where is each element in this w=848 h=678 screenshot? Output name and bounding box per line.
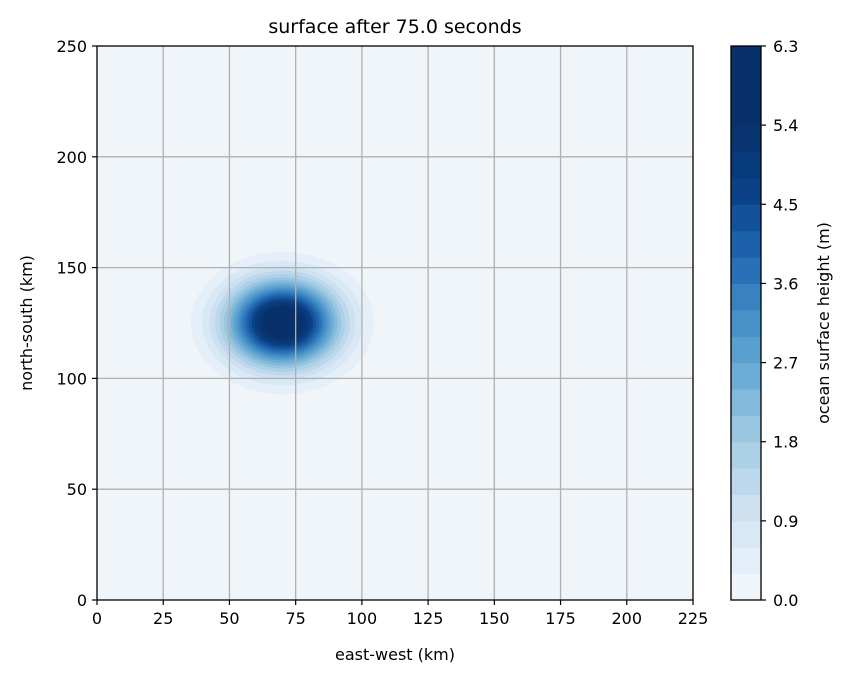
colorbar-band-10	[731, 309, 761, 337]
x-tick-label: 200	[612, 609, 643, 628]
y-axis-label: north-south (km)	[17, 255, 36, 391]
colorbar-band-16	[731, 151, 761, 179]
contour-fill-group	[190, 251, 374, 395]
colorbar-frame	[730, 45, 762, 601]
plot-background	[97, 46, 693, 600]
x-tick-label: 25	[153, 609, 173, 628]
x-tick-label: 225	[678, 609, 709, 628]
x-axis-ticks: 0 25 50 75 100 125 150 175 200 225	[92, 600, 708, 628]
colorbar-band-18	[731, 98, 761, 126]
colorbar-band-11	[731, 283, 761, 311]
colorbar-band-13	[731, 230, 761, 258]
contour-level-20	[270, 314, 295, 332]
y-tick-label: 50	[67, 480, 87, 499]
colorbar-band-20	[731, 46, 761, 73]
colorbar-band-1	[731, 547, 761, 575]
colorbar-band-6	[731, 415, 761, 443]
colorbar-tick-label: 5.4	[773, 116, 798, 135]
colorbar-band-14	[731, 204, 761, 232]
y-axis-ticks: 0 50 100 150 200 250	[56, 37, 97, 610]
colorbar-band-7	[731, 388, 761, 416]
colorbar-band-8	[731, 362, 761, 390]
y-tick-label: 200	[56, 148, 87, 167]
colorbar-tick-label: 0.0	[773, 591, 798, 610]
colorbar	[731, 46, 761, 601]
x-tick-label: 150	[479, 609, 510, 628]
plot-frame	[96, 45, 694, 601]
colorbar-label: ocean surface height (m)	[814, 222, 833, 424]
colorbar-tick-label: 4.5	[773, 195, 798, 214]
colorbar-tick-label: 3.6	[773, 274, 798, 293]
x-tick-label: 100	[347, 609, 378, 628]
y-tick-label: 250	[56, 37, 87, 56]
colorbar-band-0	[731, 573, 761, 601]
grid-lines	[97, 46, 693, 600]
colorbar-tick-label: 0.9	[773, 512, 798, 531]
x-tick-label: 175	[545, 609, 576, 628]
x-tick-label: 75	[285, 609, 305, 628]
colorbar-tick-label: 6.3	[773, 37, 798, 56]
x-tick-label: 50	[219, 609, 239, 628]
x-axis-label: east-west (km)	[335, 645, 455, 664]
colorbar-band-3	[731, 494, 761, 522]
chart-title: surface after 75.0 seconds	[268, 16, 521, 38]
y-tick-label: 100	[56, 369, 87, 388]
colorbar-band-4	[731, 468, 761, 496]
colorbar-band-9	[731, 336, 761, 364]
colorbar-tick-label: 2.7	[773, 354, 798, 373]
y-tick-label: 0	[77, 591, 87, 610]
colorbar-ticks: 0.0 0.9 1.8 2.7 3.6 4.5 5.4 6.3	[761, 37, 798, 610]
colorbar-band-19	[731, 72, 761, 100]
colorbar-band-5	[731, 441, 761, 469]
x-tick-label: 125	[413, 609, 444, 628]
colorbar-tick-label: 1.8	[773, 433, 798, 452]
colorbar-band-12	[731, 257, 761, 285]
colorbar-band-17	[731, 125, 761, 153]
colorbar-band-15	[731, 177, 761, 205]
colorbar-band-2	[731, 520, 761, 548]
y-tick-label: 150	[56, 259, 87, 278]
x-tick-label: 0	[92, 609, 102, 628]
